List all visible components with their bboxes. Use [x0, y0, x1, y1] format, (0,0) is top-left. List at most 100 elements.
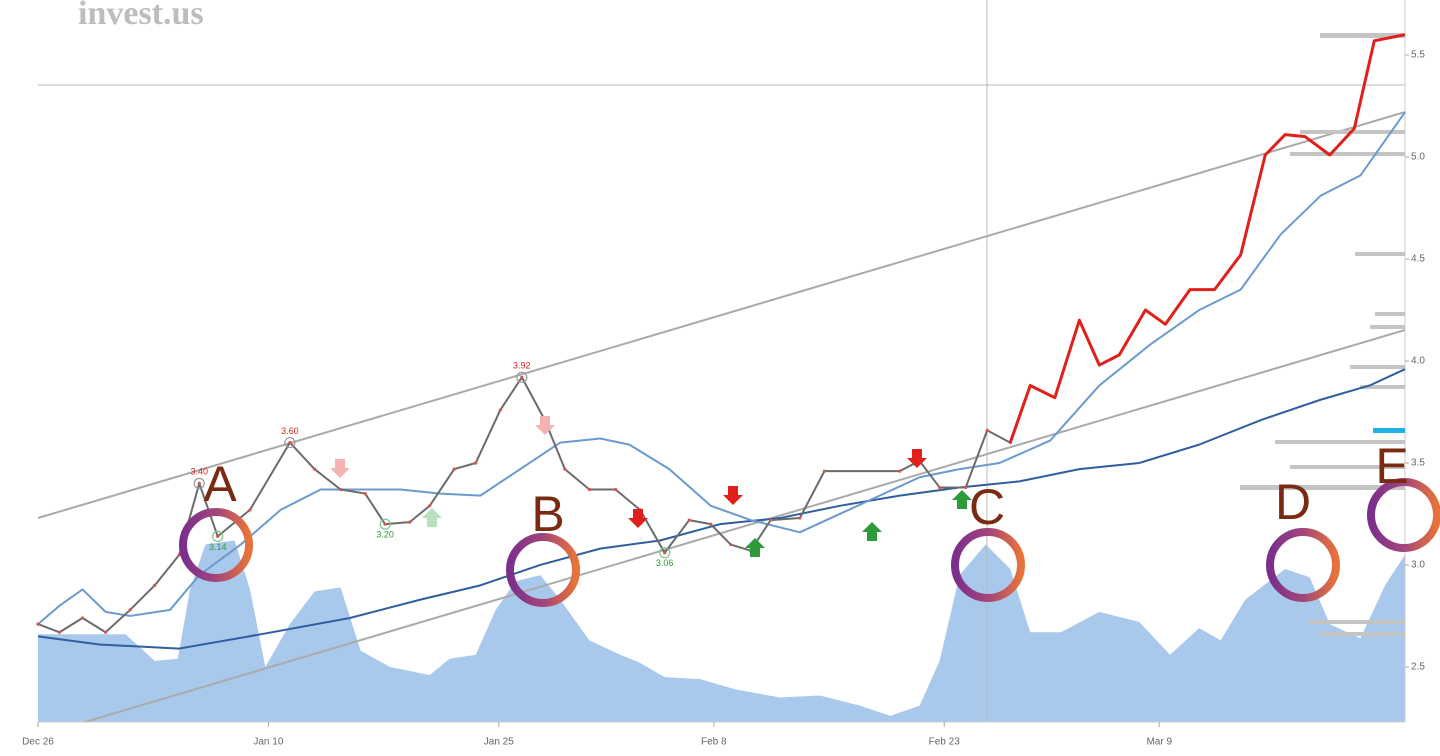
point: [452, 467, 456, 471]
profile-bar: [1290, 152, 1405, 156]
annotation-letter: D: [1275, 474, 1311, 530]
point: [383, 522, 387, 526]
point: [428, 504, 432, 508]
data-label: 3.92: [513, 361, 531, 371]
profile-bar: [1355, 252, 1405, 256]
point-marker: [659, 547, 671, 559]
y-tick-label: 5.5: [1411, 50, 1425, 61]
x-tick-label: Jan 10: [253, 737, 283, 748]
point: [248, 508, 252, 512]
annotation-ring: [506, 533, 580, 607]
sell-arrow: [907, 449, 927, 468]
point-marker: [193, 477, 205, 489]
annotation-letter: E: [1375, 438, 1408, 494]
y-tick-label: 4.5: [1411, 254, 1425, 265]
current-price-marker: [1373, 428, 1405, 433]
point: [663, 551, 667, 555]
point: [363, 491, 367, 496]
line: [37, 111, 1406, 625]
buy-arrow: [952, 490, 972, 509]
y-tick-label: 3.0: [1411, 560, 1425, 571]
trend-line-upper: [37, 111, 1406, 519]
profile-bar: [1320, 632, 1405, 636]
profile-bar: [1320, 33, 1405, 38]
point-marker: [516, 371, 528, 383]
profile-bar: [1350, 365, 1405, 369]
point: [57, 630, 62, 634]
profile-bar: [1360, 385, 1405, 389]
line: [37, 368, 1406, 650]
profile-bar: [1275, 440, 1405, 444]
point: [153, 583, 157, 587]
point: [822, 469, 827, 473]
point: [197, 481, 201, 485]
volume-profile: [1240, 33, 1405, 636]
sell-arrow: [723, 486, 743, 505]
y-tick-label: 4.0: [1411, 356, 1425, 367]
sell-arrow: [628, 509, 648, 528]
data-label: 3.14: [209, 542, 227, 552]
trend-line-lower: [84, 329, 1406, 723]
point: [80, 616, 85, 620]
sell-arrow: [535, 416, 555, 435]
x-tick-label: Mar 9: [1146, 737, 1172, 748]
point: [798, 516, 802, 520]
profile-bar: [1375, 312, 1405, 316]
logo: invest.us: [78, 0, 204, 32]
annotation-ring: [1367, 478, 1440, 552]
point: [520, 375, 524, 379]
point: [563, 467, 567, 471]
point: [709, 522, 713, 526]
point: [985, 428, 989, 432]
annotation-ring: [951, 528, 1025, 602]
point: [312, 467, 317, 471]
data-label: 3.20: [376, 530, 394, 540]
point: [408, 520, 412, 524]
profile-bar: [1290, 465, 1405, 469]
buy-arrow: [422, 508, 442, 527]
point-marker: [212, 530, 224, 543]
x-tick-label: Jan 25: [484, 737, 514, 748]
y-tick-label: 5.0: [1411, 152, 1425, 163]
point: [729, 542, 733, 547]
point: [103, 630, 108, 634]
y-tick-label: 3.5: [1411, 458, 1425, 469]
line: [37, 376, 1011, 634]
profile-bar: [1310, 620, 1405, 624]
data-label: 3.60: [281, 426, 299, 436]
point: [898, 469, 902, 473]
data-label: 3.40: [191, 467, 209, 477]
buy-arrow: [862, 522, 882, 541]
point: [587, 487, 592, 492]
profile-bar: [1370, 325, 1405, 329]
annotation-ring: [1266, 528, 1340, 602]
x-tick-label: Feb 8: [701, 737, 727, 748]
point: [938, 485, 942, 490]
area: [38, 540, 1405, 722]
annotation-letter: A: [203, 456, 237, 512]
point: [498, 408, 502, 412]
point: [687, 518, 691, 522]
point: [613, 487, 618, 492]
y-tick-label: 2.5: [1411, 662, 1425, 673]
sell-arrow: [330, 459, 350, 478]
point: [216, 534, 220, 539]
point: [128, 608, 132, 612]
point: [769, 518, 773, 522]
point: [474, 461, 478, 465]
annotation-letter: B: [531, 486, 564, 542]
point: [36, 622, 40, 626]
point: [964, 485, 968, 490]
data-label: 3.06: [656, 558, 674, 568]
point-marker: [379, 518, 391, 530]
point-marker: [284, 436, 296, 449]
annotation-ring: [179, 508, 253, 582]
x-tick-label: Feb 23: [929, 737, 961, 748]
point: [288, 440, 292, 445]
line: [1008, 33, 1406, 444]
buy-arrow: [745, 538, 765, 557]
annotation-letter: C: [969, 479, 1005, 535]
profile-bar: [1240, 485, 1405, 490]
